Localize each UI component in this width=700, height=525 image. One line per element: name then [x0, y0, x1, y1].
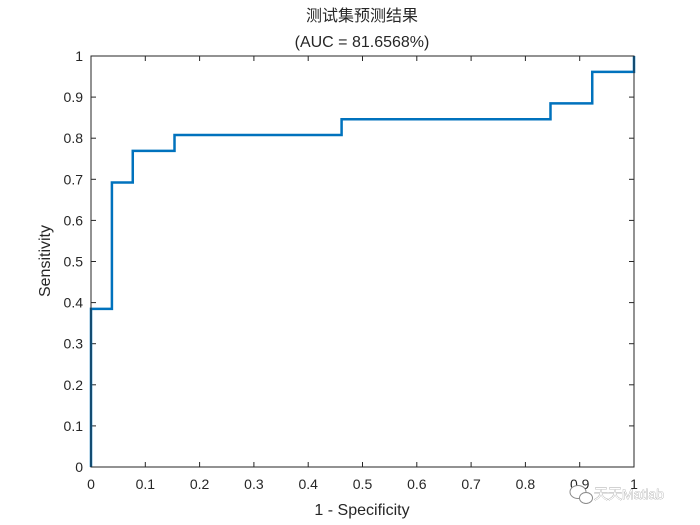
x-tick-label: 0.7 — [461, 476, 481, 492]
roc-curve-line — [89, 56, 636, 467]
chart-title: 测试集预测结果 — [306, 7, 418, 25]
wechat-logo-icon — [569, 485, 593, 504]
y-tick-label: 0.8 — [64, 130, 84, 146]
y-tick-label: 0.2 — [64, 377, 84, 393]
x-tick-label: 1 — [630, 476, 638, 492]
y-tick-label: 0.3 — [64, 336, 84, 352]
x-tick-label: 0 — [87, 476, 95, 492]
x-tick-label: 0.2 — [190, 476, 210, 492]
title-group: 测试集预测结果 (AUC = 81.6568%) — [295, 7, 430, 51]
y-tick-label: 0 — [75, 459, 83, 475]
x-tick-label: 0.3 — [244, 476, 264, 492]
x-axis-label: 1 - Specificity — [314, 502, 409, 519]
y-tick-label: 0.7 — [64, 171, 84, 187]
y-axis-label: Sensitivity — [37, 225, 54, 297]
x-axis-ticks: 0 0.1 0.2 0.3 0.4 0.5 0.6 0.7 0.8 0.9 1 — [87, 56, 638, 492]
series-layer — [89, 56, 636, 467]
y-tick-label: 0.1 — [64, 418, 84, 434]
x-tick-label: 0.4 — [298, 476, 318, 492]
y-tick-label: 0.9 — [64, 89, 84, 105]
x-tick-label: 0.5 — [353, 476, 373, 492]
watermark-text: 天天Matlab — [594, 486, 664, 502]
x-tick-label: 0.6 — [407, 476, 427, 492]
x-tick-label: 0.8 — [516, 476, 536, 492]
chart-subtitle: (AUC = 81.6568%) — [295, 34, 430, 51]
y-tick-label: 0.4 — [64, 295, 84, 311]
plot-area-frame — [90, 55, 635, 468]
y-tick-label: 0.5 — [64, 254, 84, 270]
y-tick-label: 1 — [75, 48, 83, 64]
x-tick-label: 0.1 — [136, 476, 156, 492]
watermark: 天天Matlab — [569, 485, 665, 504]
y-axis-ticks: 0 0.1 0.2 0.3 0.4 0.5 0.6 0.7 0.8 0.9 1 — [64, 48, 634, 475]
y-tick-label: 0.6 — [64, 212, 84, 228]
